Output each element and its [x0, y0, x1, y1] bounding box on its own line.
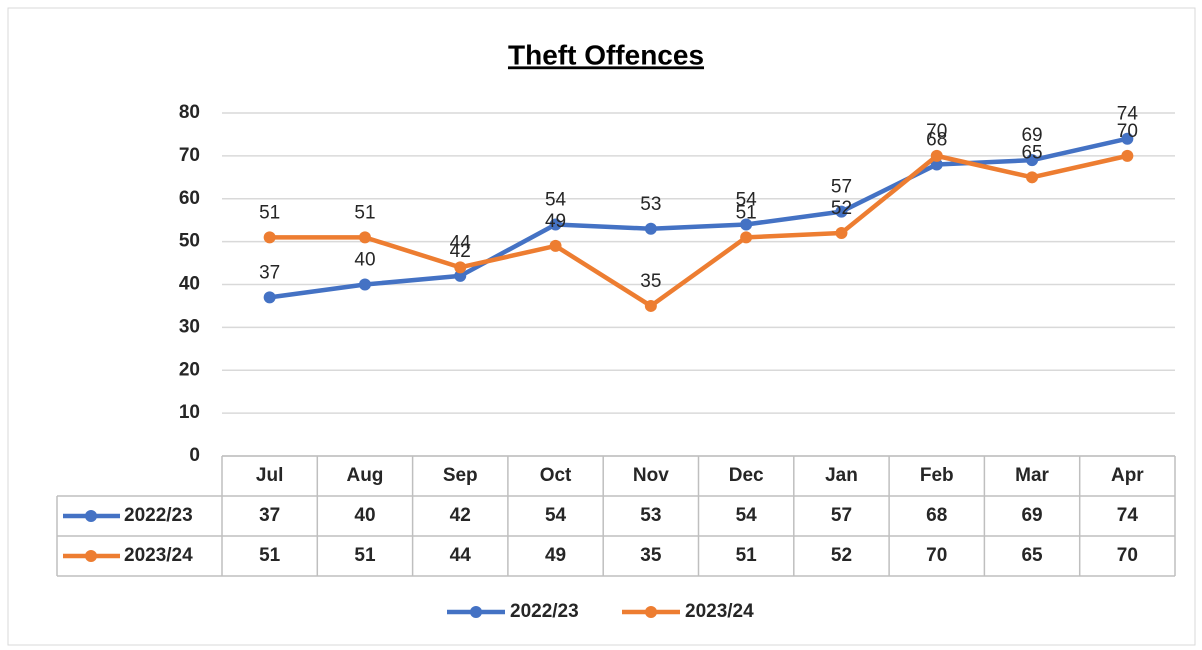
data-label: 37 — [259, 262, 280, 283]
table-cell: 40 — [354, 505, 375, 526]
legend-key — [85, 550, 97, 562]
table-cell: 69 — [1021, 505, 1042, 526]
x-tick-label: Feb — [920, 465, 954, 486]
data-label: 69 — [1021, 125, 1042, 146]
y-tick-label: 10 — [179, 402, 200, 423]
table-cell: 51 — [354, 545, 376, 566]
table-cell: 51 — [736, 545, 758, 566]
table-cell: 51 — [259, 545, 281, 566]
table-cell: 57 — [831, 505, 852, 526]
table-cell: 70 — [926, 545, 947, 566]
legend-label: 2023/24 — [685, 601, 754, 622]
data-label: 54 — [545, 189, 567, 210]
point — [740, 218, 753, 231]
point — [358, 231, 371, 244]
legend-key — [85, 510, 97, 522]
data-label: 65 — [1021, 142, 1042, 163]
x-tick-label: Oct — [540, 465, 572, 486]
point — [263, 291, 276, 304]
legend-label: 2022/23 — [510, 601, 579, 622]
point — [835, 227, 848, 240]
y-tick-label: 60 — [179, 188, 200, 209]
table-row-header: 2022/23 — [124, 505, 193, 526]
table-cell: 74 — [1117, 505, 1139, 526]
x-tick-label: Nov — [633, 465, 669, 486]
data-label: 40 — [354, 250, 375, 271]
point — [1026, 154, 1039, 167]
point — [1026, 171, 1039, 184]
table-cell: 52 — [831, 545, 852, 566]
point — [740, 231, 753, 244]
table-cell: 70 — [1117, 545, 1138, 566]
x-tick-label: Mar — [1015, 465, 1049, 486]
data-label: 51 — [354, 202, 375, 223]
y-tick-label: 70 — [179, 145, 200, 166]
y-tick-label: 30 — [179, 316, 200, 337]
table-cell: 35 — [640, 545, 662, 566]
point — [1121, 132, 1134, 145]
point — [358, 278, 371, 291]
point — [930, 158, 943, 171]
point — [644, 299, 657, 312]
data-label: 52 — [831, 198, 852, 219]
point — [549, 218, 562, 231]
data-label: 53 — [640, 194, 661, 215]
series-line — [269, 153, 1128, 309]
point — [454, 261, 467, 274]
point — [549, 239, 562, 252]
x-tick-label: Aug — [346, 465, 383, 486]
series-line — [269, 136, 1128, 300]
data-label: 49 — [545, 211, 566, 232]
point — [263, 231, 276, 244]
data-label: 57 — [831, 177, 852, 198]
y-tick-label: 80 — [179, 102, 200, 123]
table-cell: 44 — [450, 545, 472, 566]
point — [454, 269, 467, 282]
data-label: 44 — [450, 232, 472, 253]
legend-key — [470, 606, 482, 618]
chart-frame — [7, 7, 1196, 646]
table-cell: 54 — [736, 505, 758, 526]
data-label: 54 — [736, 189, 758, 210]
chart-title: Theft Offences — [508, 39, 704, 70]
data-label: 70 — [926, 121, 947, 142]
point — [644, 222, 657, 235]
x-tick-label: Apr — [1111, 465, 1144, 486]
data-label: 51 — [736, 202, 757, 223]
y-tick-label: 40 — [179, 274, 200, 295]
x-tick-label: Dec — [729, 465, 764, 486]
table-cell: 68 — [926, 505, 947, 526]
point — [930, 149, 943, 162]
data-label: 35 — [640, 271, 661, 292]
table-cell: 37 — [259, 505, 280, 526]
table-cell: 53 — [640, 505, 661, 526]
x-tick-label: Jul — [256, 465, 283, 486]
x-tick-label: Sep — [443, 465, 478, 486]
data-label: 42 — [450, 241, 471, 262]
point — [1121, 149, 1134, 162]
table-cell: 54 — [545, 505, 567, 526]
table-cell: 42 — [450, 505, 471, 526]
table-row-header: 2023/24 — [124, 545, 193, 566]
y-tick-label: 0 — [189, 445, 200, 466]
x-tick-label: Jan — [825, 465, 858, 486]
data-label: 51 — [259, 202, 280, 223]
y-tick-label: 20 — [179, 359, 200, 380]
y-tick-label: 50 — [179, 231, 200, 252]
table-cell: 65 — [1021, 545, 1043, 566]
data-label: 74 — [1117, 104, 1139, 125]
data-label: 68 — [926, 129, 947, 150]
legend-key — [645, 606, 657, 618]
data-label: 70 — [1117, 121, 1138, 142]
point — [835, 205, 848, 218]
table-cell: 49 — [545, 545, 566, 566]
